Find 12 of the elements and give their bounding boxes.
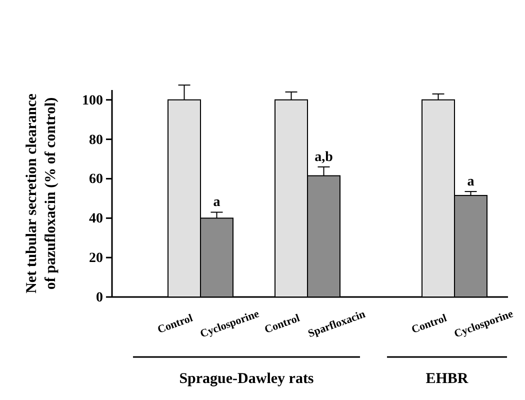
y-axis-title: Net tubular secretion clearance of pazufloxacin (% of control) bbox=[24, 93, 59, 294]
y-tick-label: 80 bbox=[89, 132, 103, 148]
y-tick-label: 40 bbox=[89, 212, 103, 227]
y-tick-label: 20 bbox=[89, 251, 103, 266]
text: EHBR bbox=[426, 371, 468, 387]
data-label: a bbox=[467, 174, 474, 190]
data-label: a bbox=[213, 195, 220, 210]
data-label: a,b bbox=[314, 150, 334, 165]
y-tick-label: 100 bbox=[82, 93, 103, 108]
text: Sprague-Dawley rats bbox=[179, 371, 314, 387]
y-tick-label: 0 bbox=[96, 290, 103, 306]
y-tick-label: 60 bbox=[89, 172, 103, 188]
